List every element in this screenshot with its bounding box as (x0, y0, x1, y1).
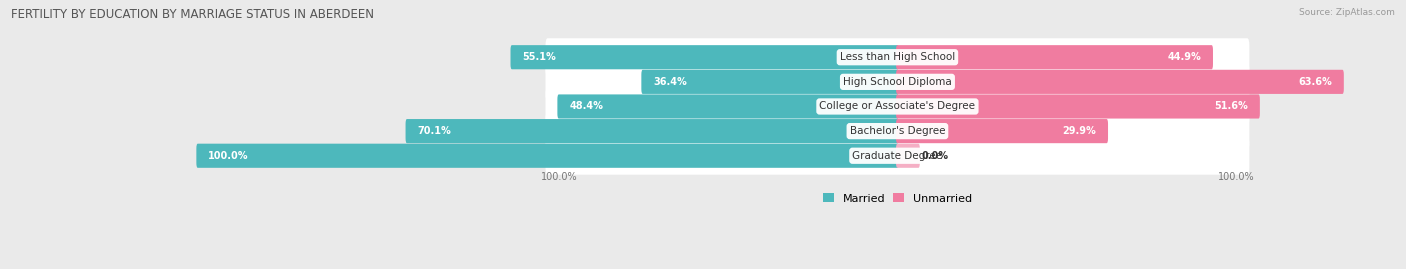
Text: 100.0%: 100.0% (208, 151, 249, 161)
Text: 100.0%: 100.0% (1218, 172, 1254, 182)
Text: 44.9%: 44.9% (1167, 52, 1201, 62)
Text: 70.1%: 70.1% (418, 126, 451, 136)
Text: 55.1%: 55.1% (523, 52, 557, 62)
Text: Graduate Degree: Graduate Degree (852, 151, 942, 161)
Text: 36.4%: 36.4% (654, 77, 688, 87)
Text: 29.9%: 29.9% (1063, 126, 1097, 136)
Text: 51.6%: 51.6% (1215, 101, 1249, 111)
FancyBboxPatch shape (896, 70, 1344, 94)
Text: 63.6%: 63.6% (1298, 77, 1331, 87)
Text: Source: ZipAtlas.com: Source: ZipAtlas.com (1299, 8, 1395, 17)
FancyBboxPatch shape (896, 144, 920, 168)
FancyBboxPatch shape (641, 70, 898, 94)
Text: College or Associate's Degree: College or Associate's Degree (820, 101, 976, 111)
FancyBboxPatch shape (546, 38, 1250, 76)
Text: FERTILITY BY EDUCATION BY MARRIAGE STATUS IN ABERDEEN: FERTILITY BY EDUCATION BY MARRIAGE STATU… (11, 8, 374, 21)
FancyBboxPatch shape (546, 87, 1250, 125)
FancyBboxPatch shape (405, 119, 898, 143)
Text: Less than High School: Less than High School (839, 52, 955, 62)
FancyBboxPatch shape (546, 63, 1250, 101)
Text: Bachelor's Degree: Bachelor's Degree (849, 126, 945, 136)
FancyBboxPatch shape (896, 94, 1260, 119)
FancyBboxPatch shape (896, 119, 1108, 143)
FancyBboxPatch shape (557, 94, 898, 119)
Text: 48.4%: 48.4% (569, 101, 603, 111)
Legend: Married, Unmarried: Married, Unmarried (818, 189, 976, 208)
FancyBboxPatch shape (510, 45, 898, 69)
FancyBboxPatch shape (546, 137, 1250, 175)
Text: 0.0%: 0.0% (922, 151, 949, 161)
FancyBboxPatch shape (896, 45, 1213, 69)
Text: 100.0%: 100.0% (540, 172, 578, 182)
FancyBboxPatch shape (546, 112, 1250, 150)
FancyBboxPatch shape (197, 144, 898, 168)
Text: High School Diploma: High School Diploma (844, 77, 952, 87)
